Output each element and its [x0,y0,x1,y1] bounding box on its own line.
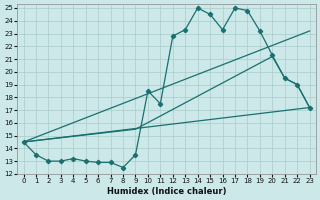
X-axis label: Humidex (Indice chaleur): Humidex (Indice chaleur) [107,187,226,196]
